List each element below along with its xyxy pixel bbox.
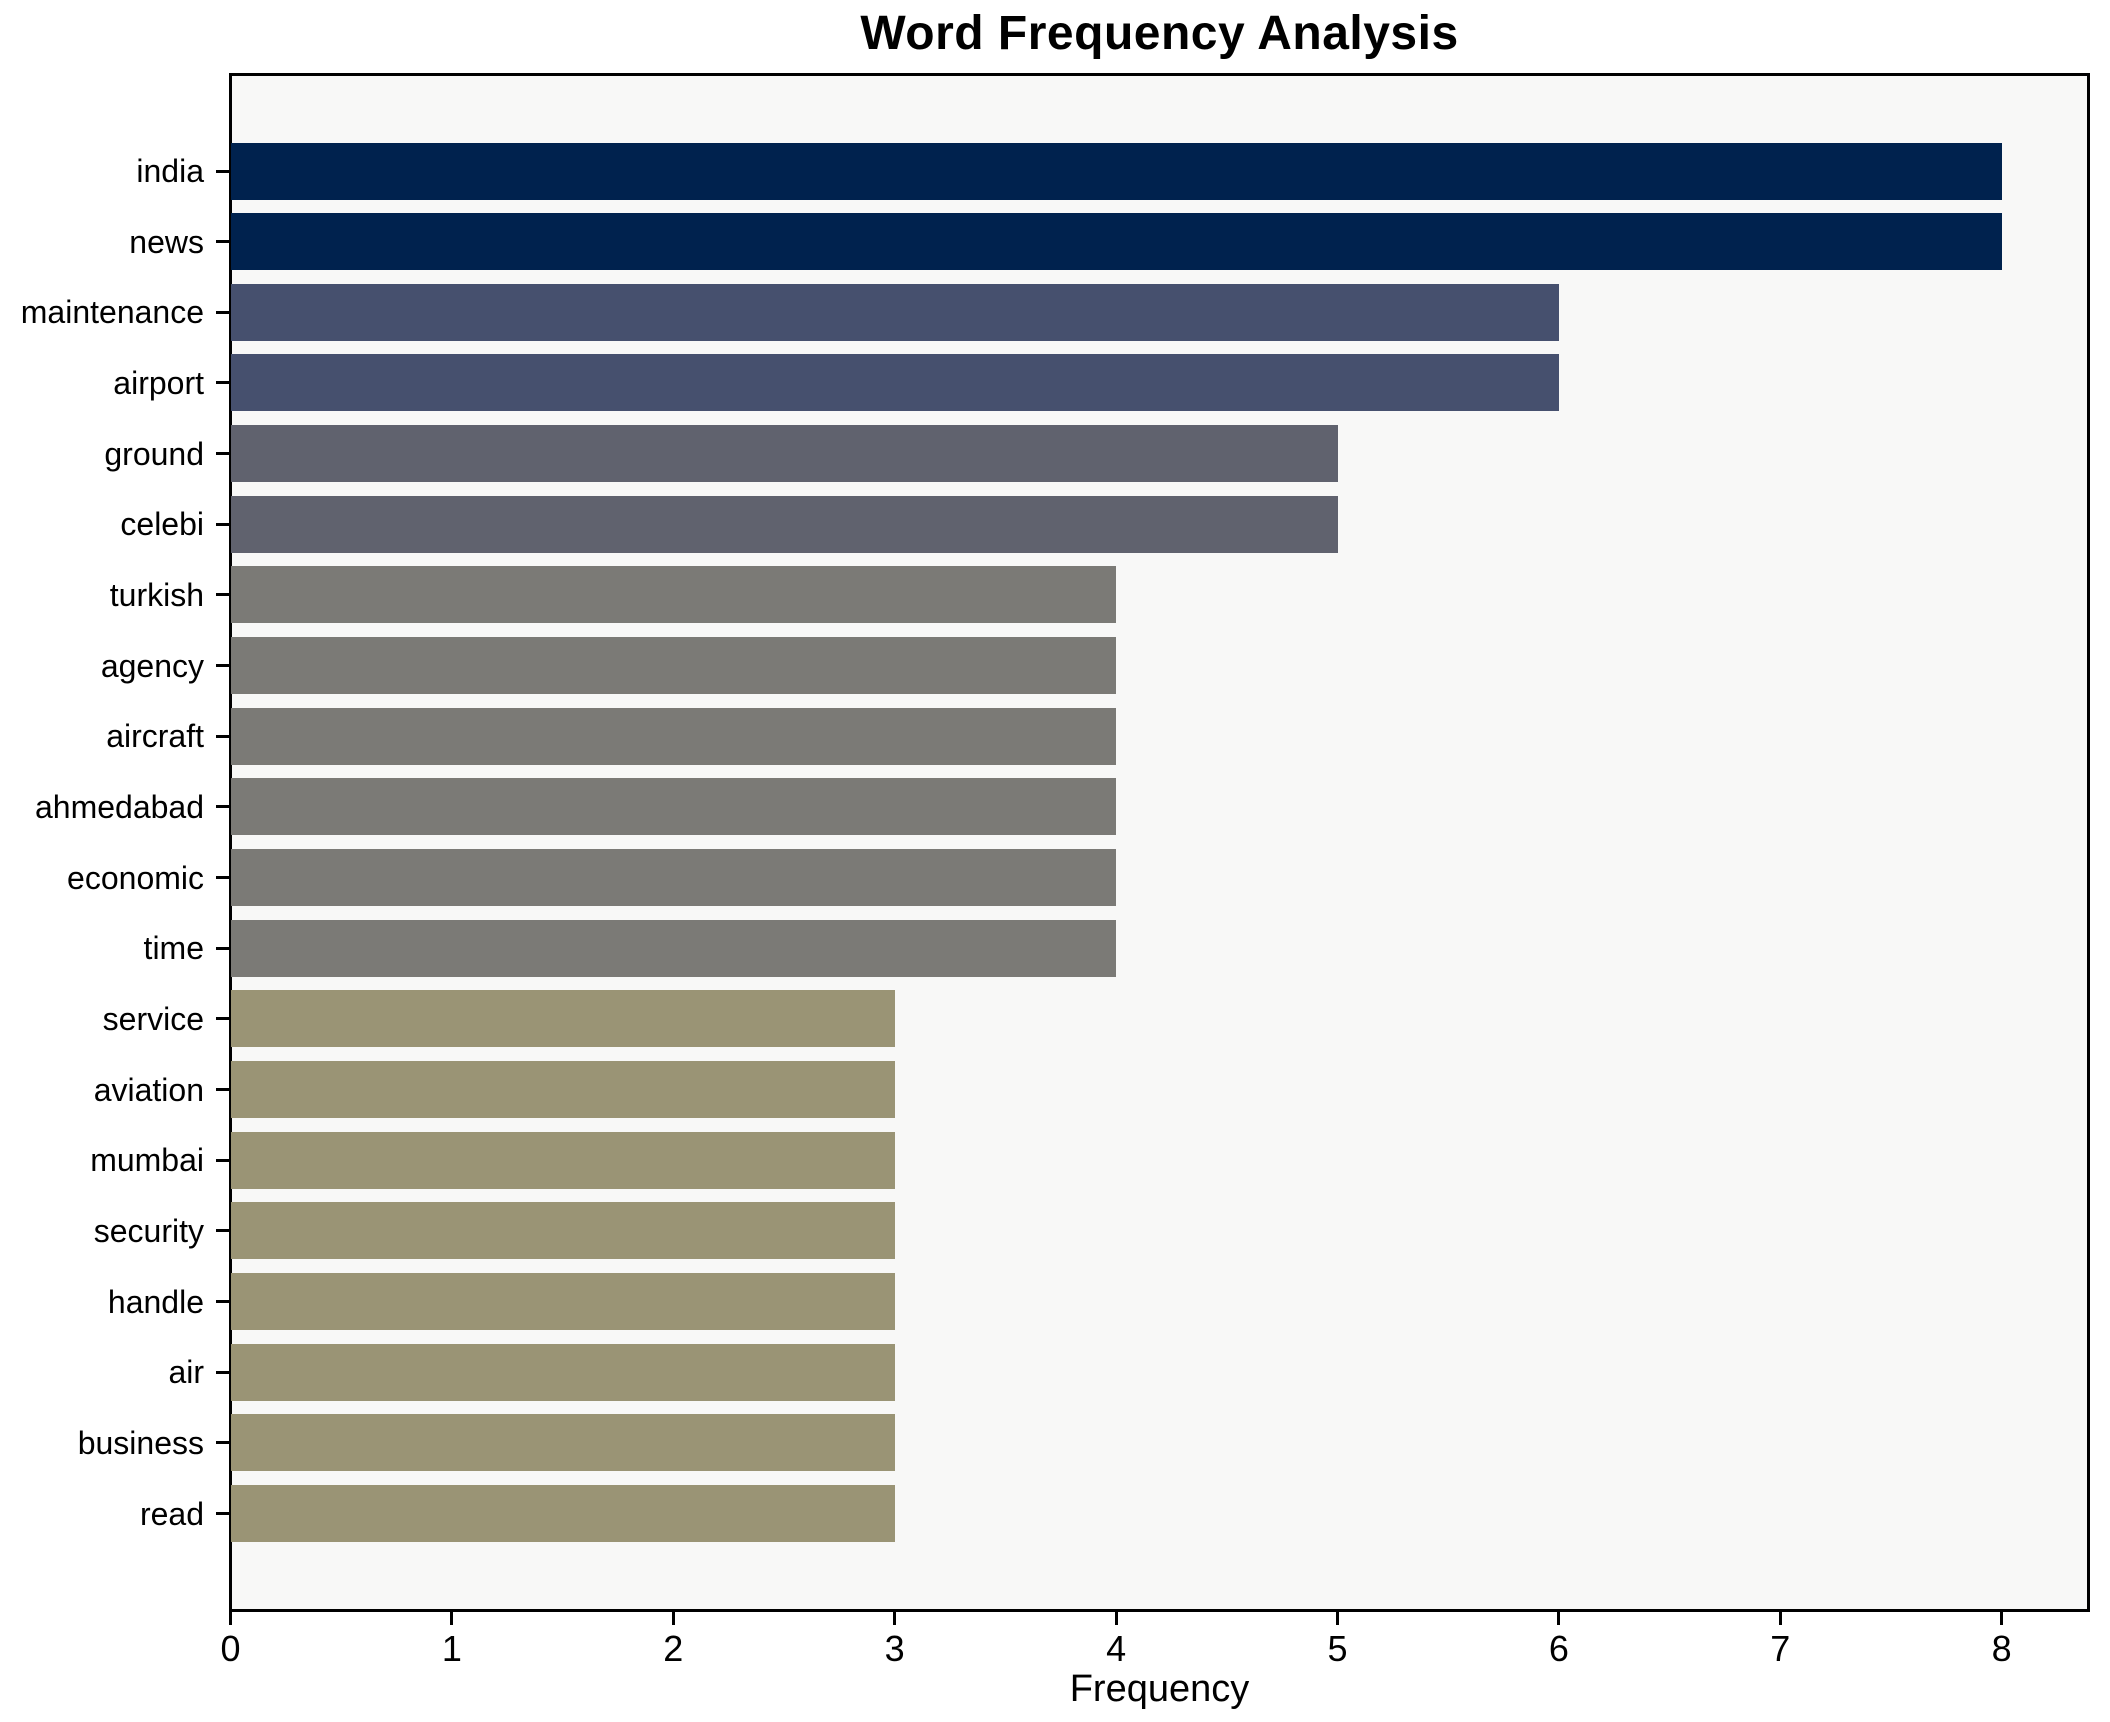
bar-air [230, 1343, 895, 1401]
y-tick-mark [216, 593, 229, 597]
y-tick-mark [216, 1441, 229, 1445]
bar-aviation [230, 1061, 895, 1119]
bar-security [230, 1202, 895, 1260]
y-tick-mark [216, 1229, 229, 1233]
x-tick-mark [1114, 1612, 1118, 1625]
bar-agency [230, 637, 1117, 695]
y-tick-label-handle: handle [107, 1283, 204, 1320]
y-tick-mark [216, 664, 229, 668]
bar-india [230, 142, 2002, 200]
bar-time [230, 919, 1117, 977]
y-tick-label-economic: economic [67, 859, 204, 896]
y-tick-mark [216, 1512, 229, 1516]
bar-celebi [230, 495, 1338, 553]
x-tick-label-1: 1 [441, 1628, 462, 1669]
x-tick-label-2: 2 [663, 1628, 684, 1669]
x-tick-label-3: 3 [884, 1628, 905, 1669]
bar-economic [230, 849, 1117, 907]
bar-read [230, 1485, 895, 1543]
y-tick-label-maintenance: maintenance [20, 294, 204, 331]
y-tick-mark [216, 310, 229, 314]
y-tick-mark [216, 522, 229, 526]
y-tick-label-celebi: celebi [120, 506, 204, 543]
bar-mumbai [230, 1131, 895, 1189]
x-tick-label-4: 4 [1106, 1628, 1127, 1669]
x-tick-mark [1557, 1612, 1561, 1625]
y-tick-mark [216, 381, 229, 385]
y-tick-mark [216, 452, 229, 456]
y-tick-label-turkish: turkish [109, 576, 204, 613]
bar-ahmedabad [230, 778, 1117, 836]
bar-maintenance [230, 283, 1559, 341]
bar-news [230, 213, 2002, 271]
y-tick-mark [216, 1158, 229, 1162]
x-tick-label-7: 7 [1770, 1628, 1791, 1669]
y-tick-label-india: india [136, 153, 204, 189]
chart-title: Word Frequency Analysis [860, 7, 1459, 60]
y-tick-label-air: air [168, 1354, 204, 1391]
bar-turkish [230, 566, 1117, 624]
x-tick-mark [671, 1612, 675, 1625]
x-tick-mark [1778, 1612, 1782, 1625]
y-tick-label-mumbai: mumbai [90, 1142, 204, 1179]
y-tick-label-time: time [143, 930, 204, 967]
bar-ground [230, 425, 1338, 483]
y-tick-label-business: business [77, 1424, 204, 1461]
y-tick-label-service: service [102, 1000, 204, 1037]
y-tick-mark [216, 169, 229, 173]
y-tick-label-news: news [129, 223, 204, 260]
x-axis-title: Frequency [1069, 1668, 1250, 1710]
y-tick-mark [216, 805, 229, 809]
y-tick-label-ahmedabad: ahmedabad [34, 788, 204, 825]
bar-business [230, 1414, 895, 1472]
x-tick-mark [893, 1612, 897, 1625]
y-tick-mark [216, 1017, 229, 1021]
x-tick-label-0: 0 [220, 1628, 241, 1669]
y-tick-mark [216, 1088, 229, 1092]
y-tick-mark [216, 946, 229, 950]
x-tick-label-8: 8 [1991, 1628, 2012, 1669]
y-tick-mark [216, 1370, 229, 1374]
x-tick-label-5: 5 [1327, 1628, 1348, 1669]
y-tick-mark [216, 734, 229, 738]
y-tick-mark [216, 240, 229, 244]
x-tick-mark [1336, 1612, 1339, 1625]
x-tick-label-6: 6 [1548, 1628, 1569, 1669]
bar-service [230, 990, 895, 1048]
x-tick-mark [229, 1612, 232, 1625]
x-tick-mark [2000, 1612, 2004, 1625]
y-tick-mark [216, 1300, 229, 1304]
y-tick-label-aviation: aviation [93, 1071, 204, 1108]
y-tick-label-airport: airport [113, 364, 204, 401]
y-tick-label-security: security [93, 1212, 204, 1249]
y-tick-label-aircraft: aircraft [106, 718, 204, 755]
bar-handle [230, 1273, 895, 1331]
bar-aircraft [230, 707, 1117, 765]
y-tick-mark [216, 876, 229, 880]
x-tick-mark [450, 1612, 454, 1625]
bar-airport [230, 354, 1559, 412]
y-tick-label-agency: agency [100, 647, 204, 684]
y-tick-label-read: read [139, 1495, 204, 1532]
y-tick-label-ground: ground [104, 435, 204, 472]
